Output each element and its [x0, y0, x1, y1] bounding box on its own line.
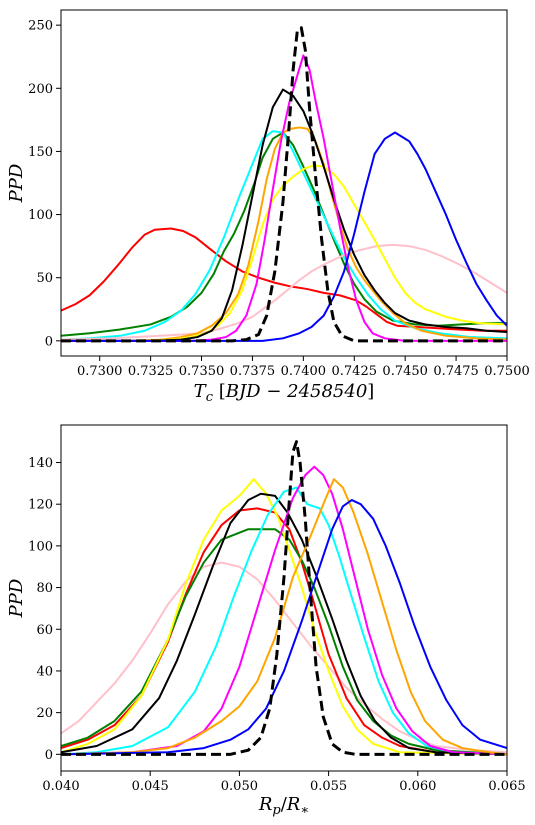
- x-tick-label: 0.050: [221, 779, 258, 794]
- x-tick-label: 0.7425: [332, 364, 378, 379]
- x-tick-label: 0.045: [132, 779, 169, 794]
- series-group-tc: [61, 26, 507, 343]
- y-tick-label: 60: [36, 623, 53, 638]
- series-line-1-4: [61, 492, 507, 756]
- x-tick-label: 0.055: [310, 779, 347, 794]
- x-tick-label: 0.7450: [382, 364, 428, 379]
- series-line-0-7: [61, 54, 507, 342]
- panel-tc: 0.7300 0.7325 0.7350 0.7375 0.7400 0.7425 0.74…: [6, 9, 530, 405]
- xlabel-tc: Tc [BJD − 2458540]: [194, 381, 375, 405]
- series-line-0-1: [61, 131, 507, 337]
- series-line-0-0: [61, 227, 507, 332]
- x-tick-label: 0.7500: [484, 364, 530, 379]
- series-line-0-3: [61, 243, 507, 341]
- y-tick-label: 100: [28, 539, 53, 554]
- axis-ticks-tc: 0.7300 0.7325 0.7350 0.7375 0.7400 0.7425 0.74…: [28, 19, 530, 379]
- x-tick-label: 0.7400: [281, 364, 327, 379]
- y-tick-label: 250: [28, 19, 53, 34]
- y-tick-label: 0: [45, 334, 53, 349]
- ylabel-tc: PPD: [6, 163, 27, 203]
- series-line-1-6: [61, 465, 507, 756]
- y-tick-label: 200: [28, 82, 53, 97]
- x-tick-label: 0.040: [42, 779, 79, 794]
- plot-frame-tc: [60, 9, 508, 357]
- series-line-0-2: [61, 130, 507, 341]
- y-tick-label: 120: [28, 498, 53, 513]
- x-tick-label: 0.7300: [77, 364, 123, 379]
- y-tick-label: 140: [28, 456, 53, 471]
- xlabel-rp: Rp/R∗: [258, 794, 309, 818]
- series-line-0-9: [61, 26, 507, 343]
- y-tick-label: 50: [36, 271, 53, 286]
- x-tick-label: 0.7350: [179, 364, 225, 379]
- y-tick-label: 100: [28, 208, 53, 223]
- series-line-1-1: [61, 507, 507, 756]
- x-tick-label: 0.7375: [230, 364, 276, 379]
- x-tick-label: 0.060: [399, 779, 436, 794]
- y-tick-label: 80: [36, 581, 53, 596]
- plot-frame-rp: [60, 424, 508, 772]
- series-line-1-5: [61, 486, 507, 756]
- series-line-1-3: [61, 478, 507, 756]
- series-line-0-4: [61, 126, 507, 342]
- series-line-1-7: [61, 478, 507, 756]
- x-tick-label: 0.7475: [433, 364, 479, 379]
- series-group-rp: [61, 440, 507, 756]
- axis-ticks-rp: 0.040 0.045 0.050 0.055 0.060 0.065 0 20 40 60 80 1…: [28, 456, 525, 794]
- series-line-0-6: [61, 88, 507, 342]
- panel-rp: 0.040 0.045 0.050 0.055 0.060 0.065 0 20 40 60 80 1…: [6, 424, 526, 818]
- y-tick-label: 40: [36, 664, 53, 679]
- x-tick-label: 0.7325: [128, 364, 174, 379]
- series-line-1-9: [61, 440, 507, 756]
- y-tick-label: 0: [45, 748, 53, 763]
- x-tick-label: 0.065: [488, 779, 525, 794]
- y-tick-label: 20: [36, 706, 53, 721]
- ylabel-rp: PPD: [6, 578, 27, 618]
- series-line-1-8: [61, 499, 507, 756]
- series-line-1-0: [61, 561, 507, 754]
- y-tick-label: 150: [28, 145, 53, 160]
- series-line-0-8: [61, 131, 507, 342]
